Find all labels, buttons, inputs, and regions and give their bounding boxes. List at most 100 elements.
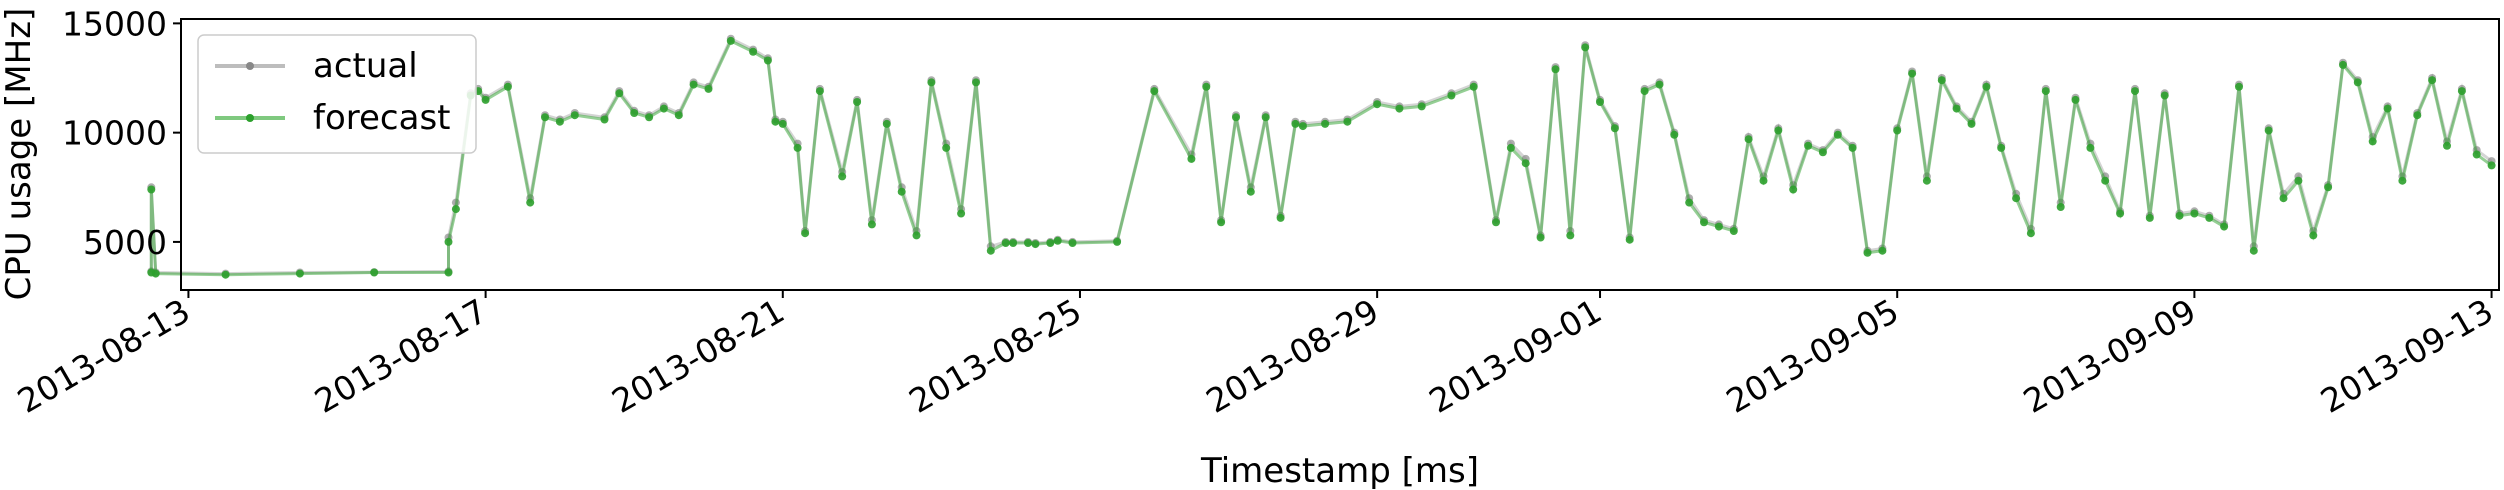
- data-point-forecast: [749, 47, 758, 56]
- data-point-forecast: [1469, 82, 1478, 91]
- data-point-forecast: [2101, 176, 2110, 185]
- data-point-forecast: [2487, 161, 2496, 170]
- data-point-forecast: [2249, 246, 2258, 255]
- data-point-forecast: [1001, 239, 1010, 247]
- data-point-forecast: [1521, 159, 1530, 168]
- data-point-forecast: [1833, 130, 1842, 139]
- data-point-forecast: [1053, 236, 1062, 245]
- data-point-forecast: [793, 143, 802, 152]
- data-point-forecast: [295, 269, 304, 278]
- data-point-forecast: [1343, 117, 1352, 126]
- data-point-forecast: [1759, 176, 1768, 185]
- data-point-forecast: [645, 113, 654, 122]
- series-forecast: [147, 36, 2496, 279]
- data-point-forecast: [2413, 111, 2422, 120]
- data-point-forecast: [2443, 141, 2451, 150]
- legend: actual forecast: [197, 34, 477, 154]
- data-point-forecast: [2131, 87, 2139, 96]
- data-point-forecast: [2472, 150, 2481, 159]
- data-point-forecast: [1046, 239, 1055, 247]
- data-point-forecast: [1068, 239, 1077, 247]
- data-point-forecast: [541, 113, 549, 122]
- data-point-forecast: [451, 205, 460, 214]
- data-point-forecast: [838, 172, 847, 181]
- data-point-forecast: [2160, 91, 2169, 100]
- data-point-forecast: [2145, 213, 2154, 222]
- data-point-forecast: [1596, 98, 1604, 106]
- data-point-forecast: [2041, 87, 2050, 96]
- data-point-forecast: [689, 80, 698, 89]
- data-point-forecast: [2071, 95, 2080, 104]
- data-point-forecast: [763, 56, 772, 65]
- data-point-forecast: [957, 209, 966, 218]
- data-point-forecast: [526, 198, 535, 207]
- data-point-forecast: [1952, 104, 1961, 113]
- data-point-forecast: [1321, 119, 1330, 128]
- data-point-forecast: [1818, 148, 1827, 157]
- data-point-forecast: [972, 78, 980, 87]
- data-point-forecast: [2368, 137, 2377, 146]
- data-point-forecast: [1908, 69, 1917, 78]
- data-point-forecast: [1009, 239, 1018, 247]
- data-point-forecast: [726, 36, 735, 45]
- data-point-forecast: [771, 117, 780, 126]
- data-point-forecast: [570, 111, 579, 120]
- data-point-forecast: [659, 104, 668, 113]
- legend-forecast-marker: [246, 114, 254, 122]
- data-point-forecast: [503, 82, 512, 91]
- data-point-forecast: [444, 268, 453, 277]
- data-point-forecast: [1217, 218, 1226, 227]
- data-point-forecast: [1298, 122, 1307, 131]
- data-point-forecast: [1024, 239, 1032, 247]
- data-point-forecast: [151, 269, 160, 278]
- data-point-forecast: [2383, 104, 2392, 113]
- data-point-forecast: [1202, 82, 1211, 91]
- y-axis-label: CPU usage [MHz]: [0, 8, 39, 301]
- data-point-forecast: [2056, 203, 2065, 211]
- data-point-forecast: [1967, 119, 1976, 128]
- data-point-forecast: [1610, 124, 1619, 133]
- data-point-forecast: [2309, 231, 2318, 240]
- data-point-forecast: [1566, 231, 1575, 240]
- data-point-forecast: [1878, 246, 1887, 255]
- y-axis: 5000 10000 15000: [62, 4, 181, 262]
- data-point-forecast: [2324, 183, 2333, 192]
- data-point-forecast: [674, 111, 683, 120]
- x-axis-label: Timestamp [ms]: [1200, 451, 1479, 490]
- data-point-forecast: [912, 231, 921, 240]
- data-point-forecast: [1655, 80, 1664, 89]
- data-point-forecast: [1417, 102, 1426, 111]
- data-point-forecast: [1113, 237, 1122, 246]
- data-point-forecast: [1863, 248, 1872, 257]
- y-tick-label: 15000: [62, 4, 167, 43]
- data-point-forecast: [1997, 143, 2006, 152]
- data-point-forecast: [1640, 87, 1649, 96]
- data-point-forecast: [704, 84, 713, 93]
- plot-frame: [180, 18, 2500, 291]
- data-point-forecast: [1246, 187, 1255, 196]
- data-point-forecast: [1848, 143, 1857, 152]
- y-tick-label: 10000: [62, 114, 167, 153]
- data-point-forecast: [2205, 213, 2214, 222]
- data-point-forecast: [1276, 213, 1285, 222]
- data-point-forecast: [1291, 119, 1300, 128]
- data-point-forecast: [867, 220, 876, 229]
- data-point-forecast: [1774, 126, 1783, 135]
- data-point-forecast: [1150, 87, 1159, 96]
- data-point-forecast: [1506, 143, 1515, 152]
- data-point-forecast: [2398, 176, 2407, 185]
- data-point-forecast: [1893, 126, 1902, 135]
- data-point-forecast: [2190, 209, 2199, 218]
- data-point-forecast: [1789, 185, 1798, 194]
- data-point-forecast: [1261, 113, 1270, 122]
- data-point-forecast: [801, 229, 810, 238]
- data-point-forecast: [1581, 43, 1590, 52]
- data-point-forecast: [2235, 82, 2243, 91]
- data-point-forecast: [2428, 76, 2437, 85]
- data-point-forecast: [1187, 154, 1196, 163]
- data-point-forecast: [2279, 194, 2288, 203]
- data-point-forecast: [1492, 218, 1500, 227]
- data-point-forecast: [2086, 143, 2095, 152]
- data-point-forecast: [2264, 126, 2273, 135]
- data-point-forecast: [615, 89, 624, 98]
